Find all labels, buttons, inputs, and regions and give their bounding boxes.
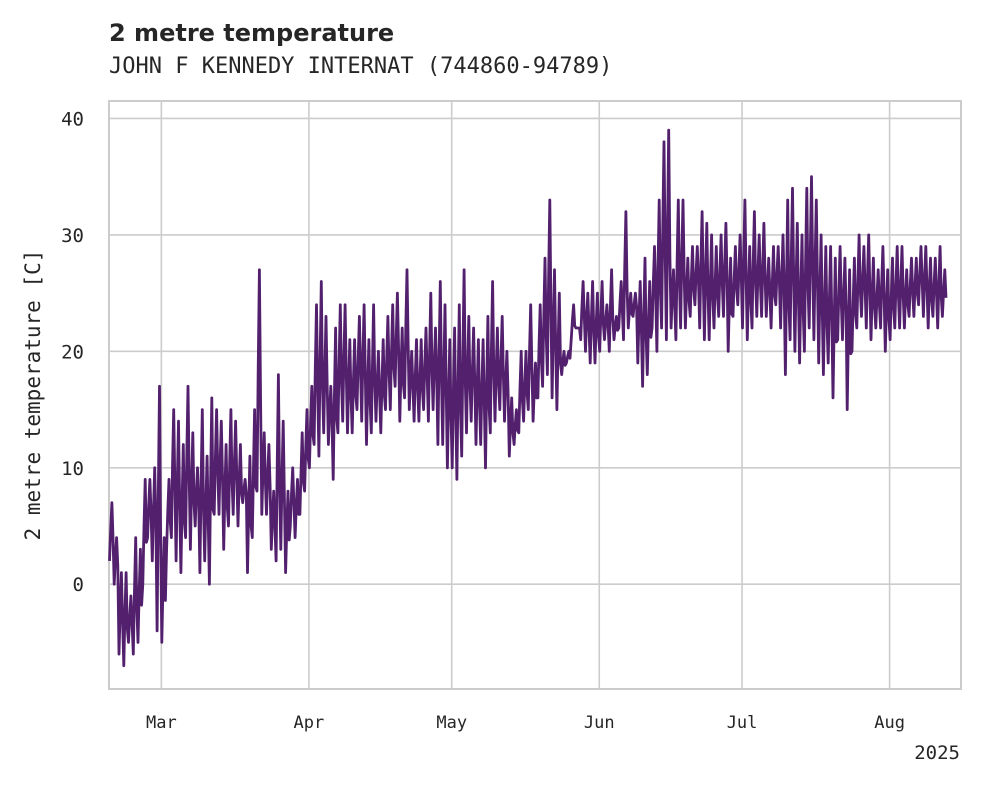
chart-title: 2 metre temperature — [109, 19, 394, 47]
x-year-label: 2025 — [914, 742, 960, 764]
x-tick-label: Mar — [146, 713, 177, 733]
y-tick-label: 30 — [61, 225, 84, 247]
y-axis-label: 2 metre temperature [C] — [21, 250, 45, 541]
axis-ticks: 0 10 20 30 40 Mar Apr May Jun Jul Aug — [61, 108, 905, 733]
chart-subtitle: JOHN F KENNEDY INTERNAT (744860-94789) — [109, 54, 612, 79]
x-tick-label: Jul — [727, 713, 758, 733]
x-tick-label: May — [436, 713, 467, 733]
y-tick-label: 20 — [61, 341, 84, 363]
temperature-line — [108, 128, 948, 668]
y-tick-label: 0 — [73, 574, 84, 596]
y-tick-label: 40 — [61, 108, 84, 130]
series-group — [108, 128, 948, 668]
x-tick-label: Jun — [584, 713, 615, 733]
x-tick-label: Apr — [294, 713, 325, 733]
plot-frame — [108, 100, 962, 690]
x-tick-label: Aug — [874, 713, 905, 733]
y-tick-label: 10 — [61, 458, 84, 480]
